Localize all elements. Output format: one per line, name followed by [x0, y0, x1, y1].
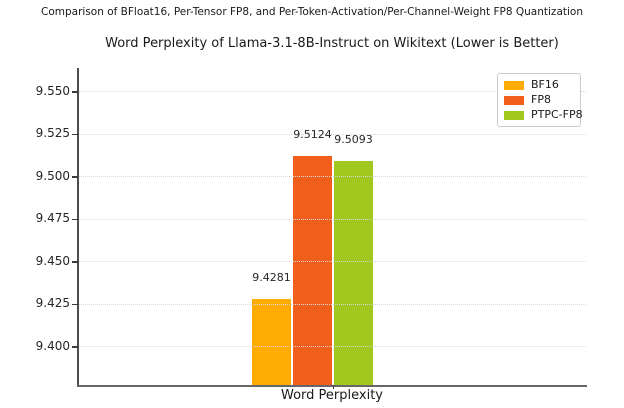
chart-title: Word Perplexity of Llama-3.1-8B-Instruct…: [105, 36, 559, 51]
y-tick-mark: [72, 176, 78, 178]
y-tick-label: 9.475: [35, 211, 70, 226]
legend-label: FP8: [531, 93, 551, 106]
y-gridline: [78, 133, 586, 135]
y-tick-mark: [72, 133, 78, 136]
plot-area: 9.400 9.425 9.450 9.475 9.500 9.525 9.550 9.428…: [36, 68, 587, 389]
y-tick-label: 9.550: [35, 83, 70, 98]
bar-value-label: 9.4281: [252, 271, 291, 285]
legend: BF16 FP8 PTPC-FP8: [497, 73, 583, 127]
legend-swatch-icon: [504, 80, 524, 90]
y-gridline: [78, 346, 586, 348]
y-tick-mark: [72, 218, 78, 221]
legend-label: PTPC-FP8: [531, 108, 583, 121]
legend-swatch-icon: [504, 95, 524, 105]
x-axis-spine: [77, 385, 587, 387]
legend-row-fp8: FP8: [504, 93, 574, 107]
legend-swatch-icon: [504, 110, 524, 120]
y-tick-label: 9.525: [35, 126, 70, 141]
y-gridline: [78, 91, 586, 93]
legend-label: BF16: [531, 78, 559, 91]
y-tick-mark: [72, 303, 78, 306]
y-gridline: [78, 261, 586, 263]
y-tick-mark: [72, 261, 78, 263]
y-tick-mark: [72, 346, 78, 348]
bar-value-label: 9.5093: [334, 133, 373, 147]
legend-row-bf16: BF16: [504, 78, 574, 92]
bar-value-label: 9.5124: [293, 127, 332, 141]
y-gridline: [78, 218, 586, 220]
x-tick-mark: [333, 385, 335, 389]
bar-fp8: [293, 155, 332, 385]
y-tick-label: 9.450: [35, 253, 70, 268]
y-tick-mark: [72, 91, 78, 93]
figure-suptitle: Comparison of BFloat16, Per-Tensor FP8, …: [41, 6, 583, 18]
x-category-label: Word Perplexity: [281, 388, 383, 403]
y-axis-spine: [77, 68, 79, 385]
legend-row-ptpc-fp8: PTPC-FP8: [504, 108, 583, 122]
y-gridline: [78, 176, 586, 178]
bar-bf16: [252, 299, 291, 385]
y-tick-label: 9.425: [35, 296, 70, 311]
bar-ptpc-fp8: [334, 161, 373, 385]
y-gridline: [78, 303, 586, 305]
y-tick-label: 9.500: [35, 168, 70, 183]
y-tick-label: 9.400: [35, 338, 70, 353]
